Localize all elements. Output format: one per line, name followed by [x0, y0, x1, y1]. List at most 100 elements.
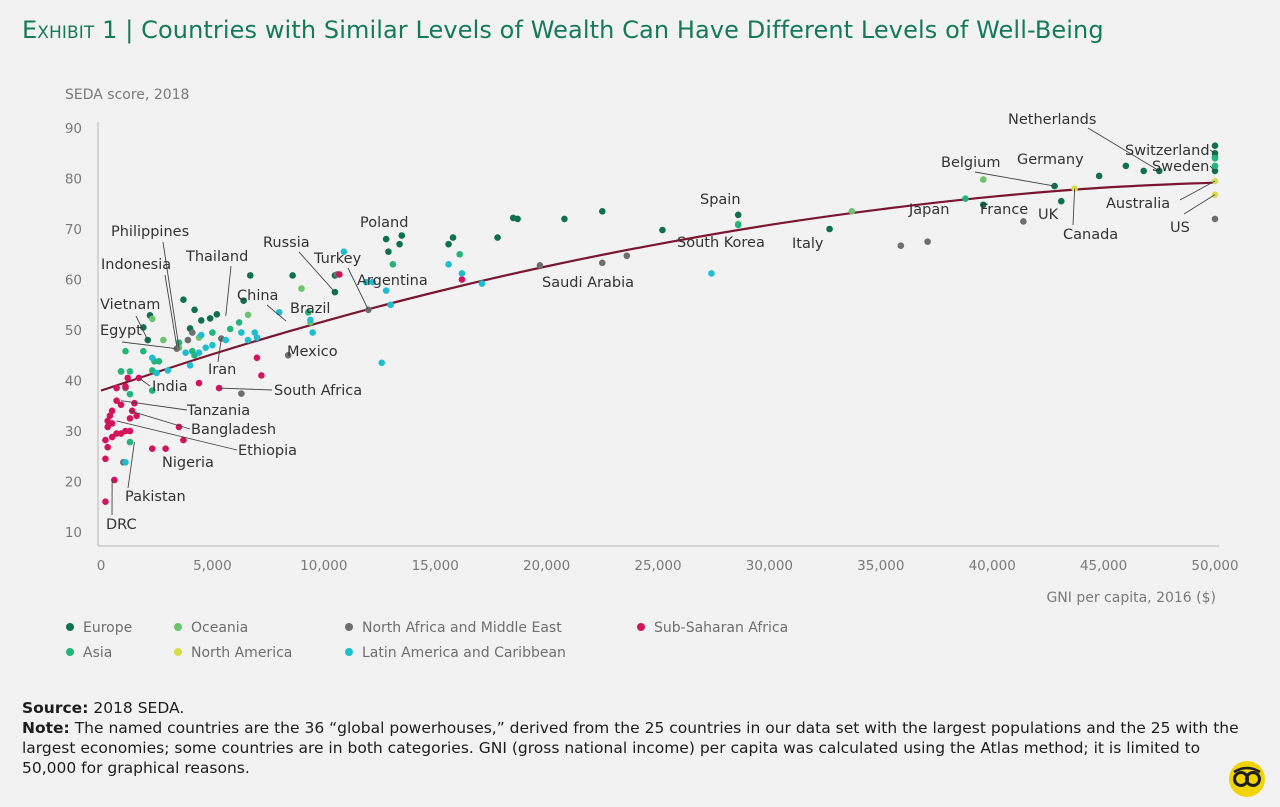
title-text: Countries with Similar Levels of Wealth … — [141, 16, 1104, 44]
data-point-latin-america-and-caribbean — [251, 329, 259, 336]
country-label: Pakistan — [125, 489, 186, 505]
leader-line — [347, 267, 369, 310]
data-point-north-africa-and-middle-east — [623, 252, 631, 260]
scatter-chart: 10 20 30 40 50 60 70 80 90 0 5,000 10,000 15,000 20,0… — [65, 87, 1239, 606]
country-label: France — [980, 202, 1028, 218]
data-point-latin-america-and-caribbean — [378, 359, 386, 367]
title-separator: | — [125, 16, 134, 44]
data-point-latin-america-and-caribbean — [458, 270, 466, 277]
legend-item: Europe — [66, 620, 132, 636]
data-point-sub-saharan-africa — [104, 423, 111, 431]
data-point-latin-america-and-caribbean — [369, 278, 377, 286]
data-point-europe — [382, 235, 390, 243]
country-label: DRC — [106, 517, 137, 533]
data-point-latin-america-and-caribbean — [222, 336, 230, 344]
leader-line — [121, 341, 177, 350]
source-line: Source: 2018 SEDA. — [22, 698, 1242, 718]
country-label: Belgium — [941, 155, 1000, 171]
data-point-sub-saharan-africa — [102, 455, 109, 463]
data-point-latin-america-and-caribbean — [309, 329, 316, 336]
data-point-europe — [398, 232, 406, 239]
legend-dot-icon — [345, 623, 353, 631]
y-tick-label: 20 — [65, 475, 82, 491]
data-point-north-africa-and-middle-east — [189, 329, 196, 336]
data-point-europe — [445, 240, 452, 248]
y-tick-label: 10 — [65, 525, 82, 541]
data-point-latin-america-and-caribbean — [244, 336, 252, 344]
data-point-sub-saharan-africa — [102, 436, 109, 444]
data-point-europe — [140, 324, 147, 331]
data-point-oceania — [979, 176, 987, 183]
data-point-sub-saharan-africa — [104, 443, 111, 451]
data-point-sub-saharan-africa — [102, 498, 109, 506]
data-point-latin-america-and-caribbean — [195, 349, 203, 357]
data-point-latin-america-and-caribbean — [478, 280, 486, 287]
legend-dot-icon — [66, 623, 74, 631]
data-point-asia — [175, 339, 183, 346]
legend-label: Europe — [83, 620, 133, 636]
data-point-europe — [385, 248, 392, 256]
legend-label: North Africa and Middle East — [362, 620, 562, 636]
country-label: Spain — [700, 192, 741, 208]
data-point-europe — [826, 225, 833, 233]
data-point-north-africa-and-middle-east — [284, 351, 292, 359]
data-point-europe — [213, 311, 221, 318]
footnotes: Source: 2018 SEDA. Note: The named count… — [22, 698, 1242, 778]
legend-dot-icon — [174, 623, 182, 631]
country-label: Saudi Arabia — [542, 275, 634, 291]
data-point-asia — [304, 309, 312, 316]
data-point-sub-saharan-africa — [113, 384, 120, 392]
y-tick-label: 80 — [65, 172, 82, 188]
country-label: China — [237, 288, 278, 304]
data-point-sub-saharan-africa — [162, 445, 169, 452]
leader-line — [219, 387, 273, 391]
data-point-latin-america-and-caribbean — [202, 344, 210, 351]
data-point-latin-america-and-caribbean — [307, 316, 314, 324]
data-point-europe — [144, 336, 152, 344]
data-point-north-africa-and-middle-east — [924, 238, 931, 245]
country-label: Poland — [360, 215, 408, 231]
data-point-oceania — [148, 315, 156, 323]
data-point-sub-saharan-africa — [258, 372, 265, 379]
data-point-sub-saharan-africa — [133, 412, 140, 420]
data-point-europe — [240, 297, 247, 305]
legend-label: Asia — [83, 645, 113, 661]
data-point-latin-america-and-caribbean — [238, 329, 245, 336]
data-point-europe — [206, 315, 214, 322]
data-point-europe — [1095, 172, 1103, 180]
data-point-asia — [126, 368, 134, 375]
data-point-latin-america-and-caribbean — [197, 331, 205, 339]
x-tick-label: 45,000 — [1080, 558, 1127, 574]
legend-item: Asia — [66, 645, 112, 661]
data-point-asia — [122, 347, 129, 355]
data-point-europe — [561, 215, 568, 223]
data-point-latin-america-and-caribbean — [382, 287, 390, 294]
country-label: Indonesia — [101, 257, 171, 273]
country-label: Japan — [908, 202, 949, 218]
legend-dot-icon — [345, 648, 353, 656]
data-point-sub-saharan-africa — [180, 436, 187, 444]
data-point-sub-saharan-africa — [131, 399, 138, 407]
country-label: Vietnam — [100, 297, 160, 313]
data-point-sub-saharan-africa — [336, 271, 343, 278]
data-point-sub-saharan-africa — [128, 407, 136, 415]
legend-label: Oceania — [191, 620, 249, 636]
data-point-oceania — [244, 311, 252, 319]
data-point-europe — [180, 296, 187, 304]
leader-line — [974, 171, 1055, 187]
country-label: Brazil — [290, 301, 330, 317]
leader-line — [129, 410, 191, 430]
note-line: Note: The named countries are the 36 “gl… — [22, 718, 1242, 778]
leader-line — [135, 315, 149, 341]
data-point-europe — [509, 214, 517, 222]
legend-label: Sub-Saharan Africa — [654, 620, 789, 636]
x-tick-label: 35,000 — [857, 558, 904, 574]
data-point-sub-saharan-africa — [117, 401, 125, 409]
data-point-sub-saharan-africa — [111, 476, 118, 484]
country-label: US — [1170, 220, 1190, 236]
data-point-asia — [155, 358, 163, 365]
leader-line — [1209, 165, 1216, 172]
data-point-sub-saharan-africa — [106, 412, 114, 420]
data-point-latin-america-and-caribbean — [362, 278, 370, 286]
country-label: South Africa — [274, 383, 362, 399]
